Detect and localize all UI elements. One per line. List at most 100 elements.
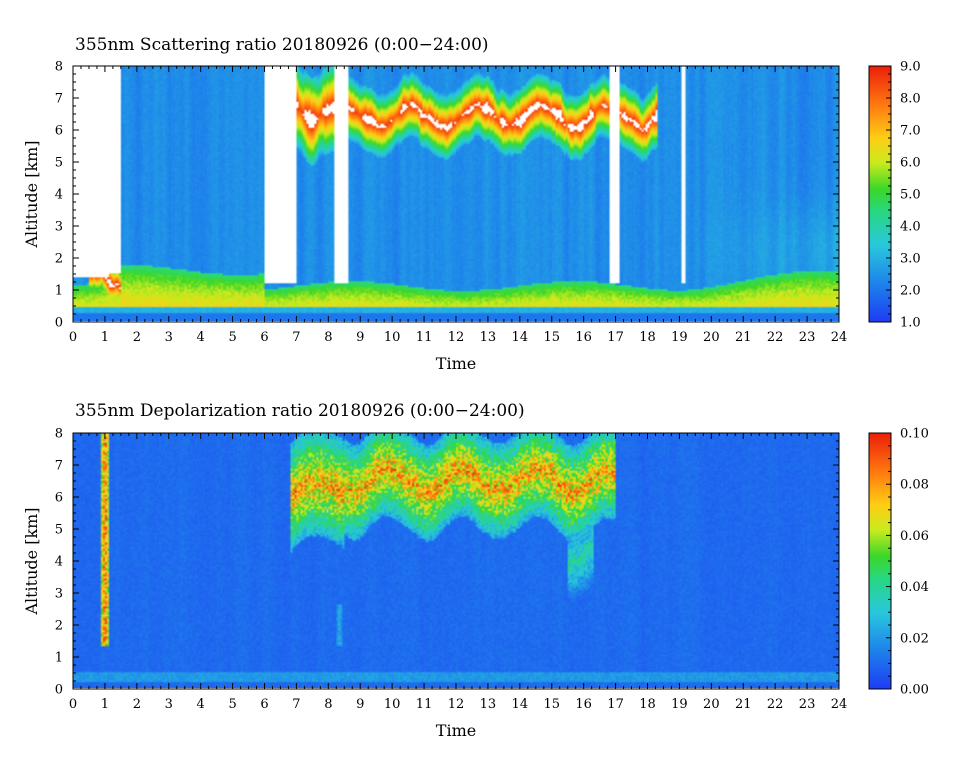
y-tick-label: 4 bbox=[55, 188, 63, 203]
colorbar-tick-label: 0.06 bbox=[900, 529, 929, 544]
y-tick-label: 7 bbox=[55, 92, 63, 107]
x-tick-label: 4 bbox=[197, 697, 205, 712]
heatmap-image bbox=[73, 66, 839, 321]
colorbar: 1.0 2.0 3.0 4.0 5.0 6.0 7.0 8.0 9.0 bbox=[868, 60, 921, 331]
x-tick-label: 21 bbox=[735, 697, 752, 712]
colorbar-tick-label: 0.04 bbox=[900, 580, 929, 595]
x-tick-label: 0 bbox=[69, 330, 77, 345]
x-tick-label: 11 bbox=[416, 330, 433, 345]
axis-ticks: 0 1 2 3 4 5 6 7 8 9 10 11 12 13 14 15 16 17 18 19 20 21 22 23 24… bbox=[55, 60, 848, 346]
y-tick-label: 7 bbox=[55, 459, 63, 474]
y-tick-label: 2 bbox=[55, 619, 63, 634]
heatmap-image bbox=[73, 433, 839, 688]
chart-title: 355nm Scattering ratio 20180926 (0:00−24… bbox=[75, 35, 489, 55]
x-tick-label: 1 bbox=[101, 330, 109, 345]
heatmap bbox=[73, 66, 839, 321]
x-tick-label: 18 bbox=[639, 697, 656, 712]
x-tick-label: 7 bbox=[292, 330, 300, 345]
x-tick-label: 1 bbox=[101, 697, 109, 712]
x-tick-label: 0 bbox=[69, 697, 77, 712]
x-tick-label: 24 bbox=[831, 330, 848, 345]
y-tick-label: 1 bbox=[55, 651, 63, 666]
x-tick-label: 12 bbox=[448, 697, 465, 712]
colorbar-tick-label: 0.10 bbox=[900, 427, 929, 442]
x-tick-label: 5 bbox=[228, 697, 236, 712]
x-tick-label: 13 bbox=[480, 330, 497, 345]
x-axis-label: Time bbox=[436, 354, 476, 373]
y-tick-label: 2 bbox=[55, 252, 63, 267]
x-tick-label: 6 bbox=[260, 697, 268, 712]
x-tick-label: 11 bbox=[416, 697, 433, 712]
x-tick-label: 10 bbox=[384, 330, 401, 345]
colorbar-tick-label: 0.02 bbox=[900, 631, 929, 646]
x-tick-label: 20 bbox=[703, 330, 720, 345]
x-tick-label: 19 bbox=[671, 697, 688, 712]
x-tick-label: 13 bbox=[480, 697, 497, 712]
x-tick-label: 18 bbox=[639, 330, 656, 345]
y-tick-label: 1 bbox=[55, 284, 63, 299]
x-tick-label: 21 bbox=[735, 330, 752, 345]
colorbar-tick-label: 2.0 bbox=[900, 284, 921, 299]
colorbar-ticks: 1.0 2.0 3.0 4.0 5.0 6.0 7.0 8.0 9.0 bbox=[886, 60, 921, 331]
x-tick-label: 5 bbox=[228, 330, 236, 345]
x-tick-label: 4 bbox=[197, 330, 205, 345]
y-tick-label: 3 bbox=[55, 220, 63, 235]
x-tick-label: 7 bbox=[292, 697, 300, 712]
x-tick-label: 23 bbox=[799, 697, 816, 712]
x-tick-label: 19 bbox=[671, 330, 688, 345]
colorbar-tick-label: 3.0 bbox=[900, 252, 921, 267]
colorbar-tick-label: 8.0 bbox=[900, 92, 921, 107]
x-tick-label: 2 bbox=[133, 697, 141, 712]
y-tick-label: 5 bbox=[55, 156, 63, 171]
colorbar-tick-label: 0.00 bbox=[900, 683, 929, 698]
y-axis-label: Altitude [km] bbox=[22, 507, 41, 615]
y-tick-label: 8 bbox=[55, 60, 63, 75]
x-tick-label: 6 bbox=[260, 330, 268, 345]
x-tick-label: 15 bbox=[543, 330, 560, 345]
x-tick-label: 17 bbox=[607, 330, 624, 345]
scattering-ratio-panel: 355nm Scattering ratio 20180926 (0:00−24… bbox=[22, 35, 921, 373]
x-tick-label: 16 bbox=[575, 330, 592, 345]
colorbar-ticks: 0.00 0.02 0.04 0.06 0.08 0.10 bbox=[886, 427, 929, 698]
colorbar-tick-label: 9.0 bbox=[900, 60, 921, 75]
x-tick-label: 22 bbox=[767, 697, 784, 712]
colorbar-tick-label: 6.0 bbox=[900, 156, 921, 171]
colorbar-tick-label: 1.0 bbox=[900, 316, 921, 331]
chart-title: 355nm Depolarization ratio 20180926 (0:0… bbox=[75, 401, 525, 421]
x-tick-label: 3 bbox=[165, 330, 173, 345]
y-tick-label: 6 bbox=[55, 491, 63, 506]
x-tick-label: 8 bbox=[324, 330, 332, 345]
colorbar-tick-label: 4.0 bbox=[900, 220, 921, 235]
x-tick-label: 10 bbox=[384, 697, 401, 712]
y-tick-label: 0 bbox=[55, 683, 63, 698]
heatmap bbox=[73, 433, 839, 688]
x-tick-label: 23 bbox=[799, 330, 816, 345]
y-tick-label: 4 bbox=[55, 555, 63, 570]
x-tick-label: 14 bbox=[512, 330, 529, 345]
x-tick-label: 9 bbox=[356, 330, 364, 345]
x-tick-label: 17 bbox=[607, 697, 624, 712]
x-tick-label: 2 bbox=[133, 330, 141, 345]
y-tick-label: 6 bbox=[55, 124, 63, 139]
x-tick-label: 16 bbox=[575, 697, 592, 712]
x-tick-label: 15 bbox=[543, 697, 560, 712]
depolarization-ratio-panel: 355nm Depolarization ratio 20180926 (0:0… bbox=[22, 401, 929, 740]
y-axis-label: Altitude [km] bbox=[22, 140, 41, 248]
colorbar-tick-label: 7.0 bbox=[900, 124, 921, 139]
y-tick-label: 3 bbox=[55, 587, 63, 602]
x-axis-label: Time bbox=[436, 721, 476, 740]
x-tick-label: 20 bbox=[703, 697, 720, 712]
x-tick-label: 3 bbox=[165, 697, 173, 712]
y-tick-label: 5 bbox=[55, 523, 63, 538]
x-tick-label: 8 bbox=[324, 697, 332, 712]
x-tick-label: 9 bbox=[356, 697, 364, 712]
x-tick-label: 14 bbox=[512, 697, 529, 712]
x-tick-label: 22 bbox=[767, 330, 784, 345]
colorbar-gradient bbox=[868, 432, 892, 690]
colorbar-tick-label: 5.0 bbox=[900, 188, 921, 203]
x-tick-label: 12 bbox=[448, 330, 465, 345]
axis-ticks: 0 1 2 3 4 5 6 7 8 9 10 11 12 13 14 15 16 17 18 19 20 21 22 23 24… bbox=[55, 427, 848, 713]
y-tick-label: 8 bbox=[55, 427, 63, 442]
colorbar: 0.00 0.02 0.04 0.06 0.08 0.10 bbox=[868, 427, 929, 698]
